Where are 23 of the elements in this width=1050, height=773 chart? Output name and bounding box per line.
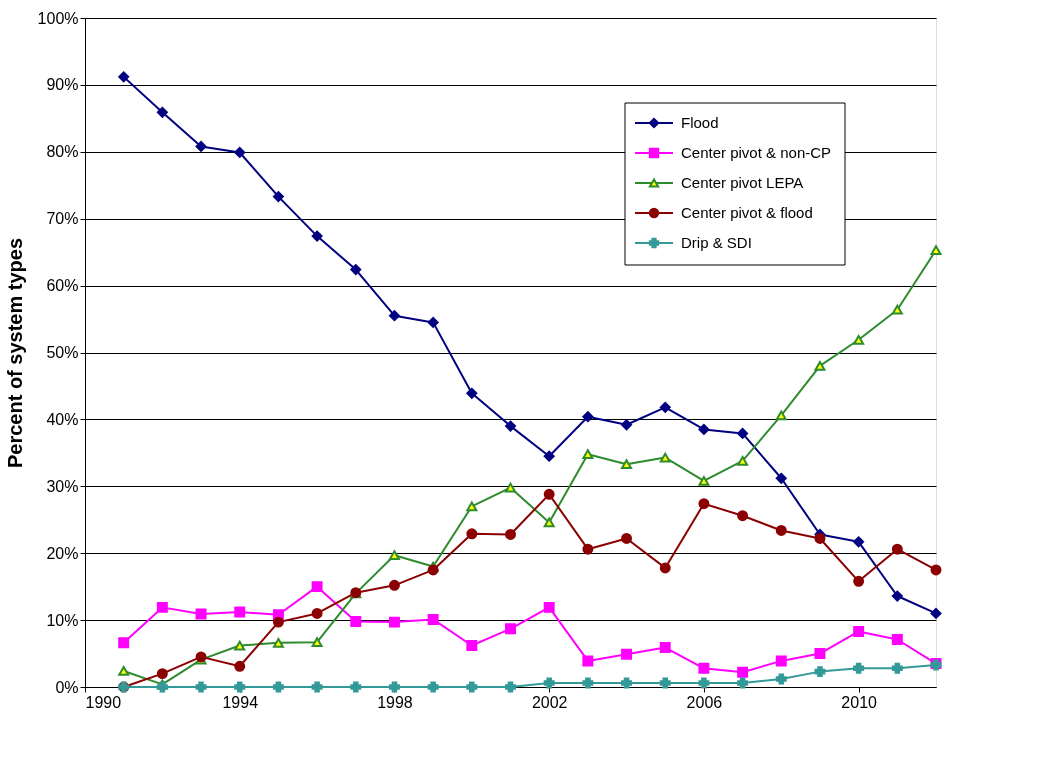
y-tick-label: 60%	[46, 277, 79, 295]
legend-label: Center pivot & non-CP	[681, 144, 832, 161]
y-tick-label: 100%	[37, 9, 79, 27]
y-axis-title: Percent of system types	[3, 237, 26, 469]
y-tick-label: 50%	[46, 344, 79, 361]
x-tick-label: 1990	[85, 693, 122, 711]
y-tick-label: 10%	[46, 611, 79, 629]
y-tick-label: 20%	[46, 544, 79, 562]
x-tick-label: 2010	[841, 693, 878, 711]
y-tick-label: 80%	[46, 143, 79, 161]
x-tick-label: 2002	[531, 693, 568, 711]
x-tick-label: 1994	[222, 693, 259, 711]
y-tick-label: 40%	[46, 410, 79, 428]
y-tick-label: 90%	[46, 76, 79, 94]
legend-label: Center pivot LEPA	[681, 174, 804, 191]
legend-label: Center pivot & flood	[681, 204, 813, 221]
legend-label: Flood	[681, 114, 719, 131]
x-tick-label: 1998	[377, 693, 413, 711]
legend-label: Drip & SDI	[681, 234, 752, 251]
x-tick-label: 2006	[686, 693, 723, 711]
y-tick-label: 70%	[46, 210, 79, 228]
y-tick-label: 0%	[55, 678, 79, 696]
y-tick-label: 30%	[46, 477, 79, 495]
